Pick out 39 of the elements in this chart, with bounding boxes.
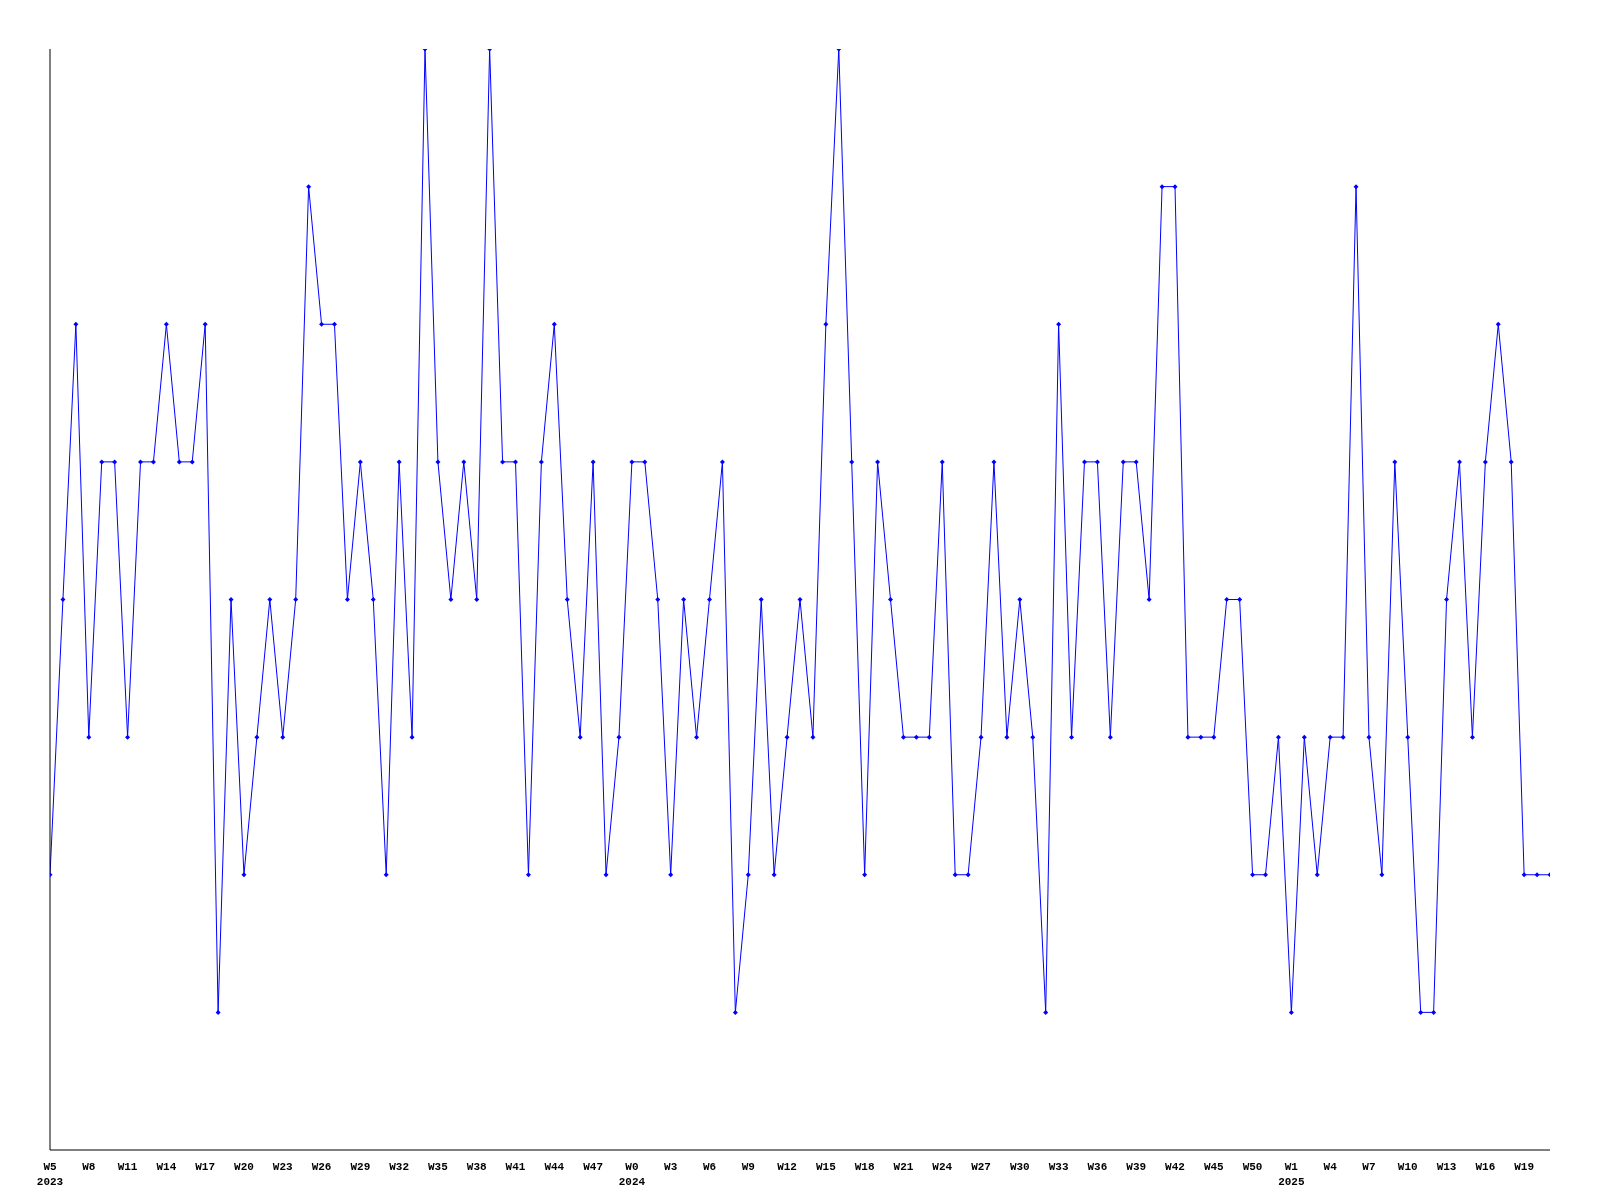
x-tick-label: W17 <box>195 1161 216 1173</box>
x-tick-label: W32 <box>389 1161 410 1173</box>
x-tick-label: W8 <box>82 1161 96 1173</box>
x-tick-label: W33 <box>1048 1161 1069 1173</box>
x-tick-label: W23 <box>272 1161 294 1173</box>
x-tick-label: W14 <box>156 1161 177 1173</box>
x-tick-label: W6 <box>702 1161 717 1173</box>
x-tick-label: W47 <box>583 1161 604 1173</box>
x-tick-label: W41 <box>505 1161 526 1173</box>
x-tick-label: W42 <box>1165 1161 1185 1173</box>
x-tick-label: W24 <box>932 1161 953 1173</box>
x-tick-label: W29 <box>350 1161 371 1173</box>
x-tick-label: W20 <box>234 1161 254 1173</box>
x-tick-label: W19 <box>1514 1161 1535 1173</box>
x-tick-label: W30 <box>1009 1161 1030 1173</box>
x-tick-label: W50 <box>1242 1161 1263 1173</box>
x-tick-label: W3 <box>664 1161 678 1173</box>
x-tick-label: W36 <box>1087 1161 1108 1173</box>
x-tick-label: W1 2025 <box>1278 1161 1305 1188</box>
x-tick-label: W44 <box>544 1161 565 1173</box>
x-tick-label: W39 <box>1126 1161 1147 1173</box>
x-tick-label: W15 <box>815 1161 837 1173</box>
x-tick-label: W7 <box>1362 1161 1376 1173</box>
x-tick-label: W12 <box>777 1161 797 1173</box>
x-tick-label: W35 <box>428 1161 449 1173</box>
x-tick-label: W16 <box>1475 1161 1496 1173</box>
x-tick-label: W4 <box>1323 1161 1338 1173</box>
x-tick-label: W5 2023 <box>36 1161 64 1188</box>
x-tick-label: W38 <box>466 1161 488 1173</box>
x-tick-label: W18 <box>854 1161 875 1173</box>
x-tick-label: W11 <box>117 1161 138 1173</box>
x-tick-label: W13 <box>1436 1161 1457 1173</box>
x-tick-label: W9 <box>741 1161 755 1173</box>
x-tick-label: W0 2024 <box>618 1161 646 1188</box>
x-tick-label: W27 <box>971 1161 991 1173</box>
x-tick-label: W45 <box>1203 1161 1225 1173</box>
x-tick-label: W10 <box>1397 1161 1418 1173</box>
x-tick-label: W26 <box>311 1161 332 1173</box>
x-tick-label: W21 <box>893 1161 914 1173</box>
